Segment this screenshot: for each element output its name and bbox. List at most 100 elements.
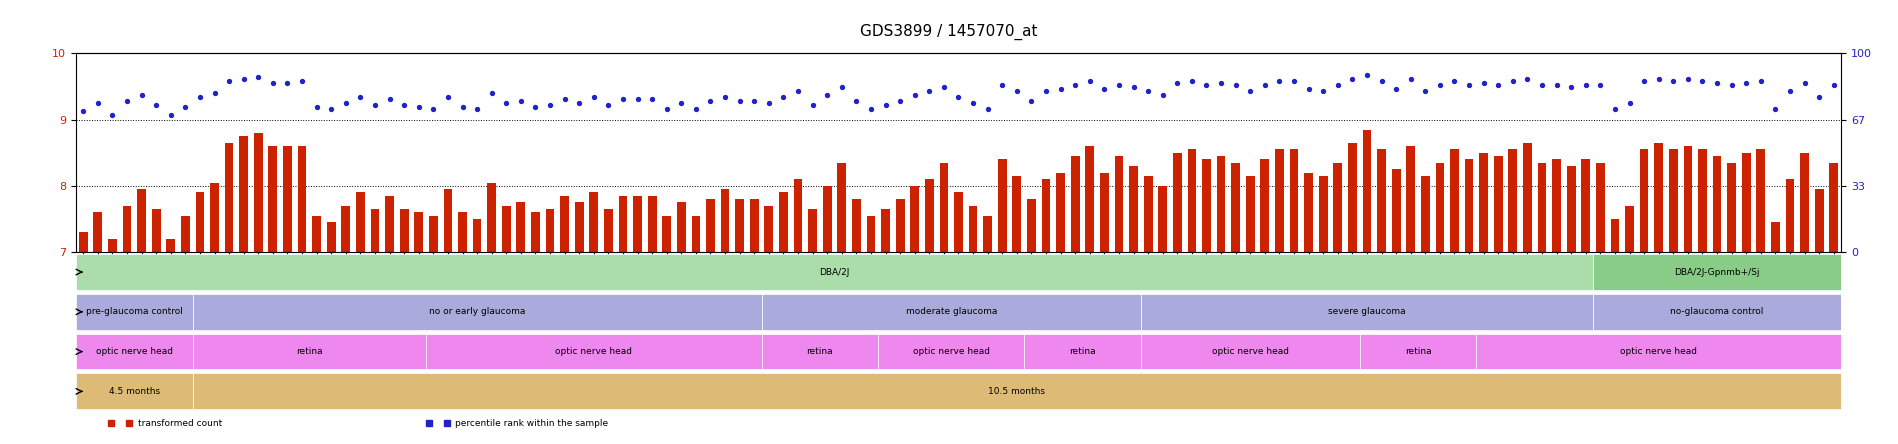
Point	[476, 90, 507, 97]
Bar	[298, 146, 306, 252]
Bar	[1348, 143, 1357, 252]
Bar	[1494, 156, 1503, 252]
Text: transformed count: transformed count	[139, 419, 222, 428]
Bar	[1611, 219, 1619, 252]
Bar	[429, 216, 438, 252]
Bar	[1786, 179, 1794, 252]
Bar	[619, 196, 628, 252]
Point	[1089, 86, 1120, 93]
Point	[520, 103, 550, 111]
Point	[987, 82, 1017, 89]
Bar	[1232, 163, 1239, 252]
Bar	[400, 209, 408, 252]
FancyBboxPatch shape	[1141, 294, 1592, 330]
Point	[345, 94, 376, 101]
Bar	[167, 239, 175, 252]
Bar	[1450, 149, 1460, 252]
Point	[1803, 94, 1833, 101]
Bar	[357, 193, 364, 252]
Point	[228, 75, 258, 83]
Bar	[983, 216, 993, 252]
Point	[1118, 83, 1148, 91]
Point	[1192, 82, 1222, 89]
Bar	[1771, 222, 1780, 252]
Point	[884, 97, 915, 104]
Point	[681, 105, 712, 112]
Bar	[195, 193, 205, 252]
Point	[1395, 75, 1425, 83]
Point	[1439, 78, 1469, 85]
Bar	[1391, 169, 1401, 252]
FancyBboxPatch shape	[76, 294, 192, 330]
Bar	[313, 216, 321, 252]
Point	[1659, 78, 1689, 85]
Bar	[531, 212, 539, 252]
Point	[710, 94, 740, 101]
Point	[1746, 78, 1777, 85]
Point	[1162, 79, 1192, 87]
Point	[389, 101, 419, 108]
Point	[725, 97, 755, 104]
Point	[1205, 79, 1236, 87]
Bar	[968, 206, 977, 252]
FancyBboxPatch shape	[761, 294, 1141, 330]
Bar	[1260, 159, 1270, 252]
Bar	[180, 216, 190, 252]
Bar	[634, 196, 642, 252]
Point	[1236, 87, 1266, 95]
Text: DBA/2J: DBA/2J	[820, 268, 850, 277]
Point	[374, 95, 404, 103]
Text: optic nerve head: optic nerve head	[913, 347, 989, 356]
Bar	[385, 196, 395, 252]
Point	[1323, 82, 1353, 89]
Point	[1031, 87, 1061, 95]
Point	[1526, 82, 1556, 89]
Bar	[1742, 153, 1750, 252]
Bar	[647, 196, 657, 252]
Bar	[326, 222, 336, 252]
Point	[594, 101, 624, 108]
Point	[1703, 79, 1733, 87]
Point	[418, 105, 448, 112]
Bar	[1537, 163, 1547, 252]
Point	[330, 99, 361, 107]
Bar	[1522, 143, 1532, 252]
Bar	[93, 212, 102, 252]
Point	[1059, 82, 1089, 89]
Bar	[254, 133, 262, 252]
Point	[797, 101, 828, 108]
Bar	[1334, 163, 1342, 252]
Point	[1074, 78, 1105, 85]
Point	[184, 94, 214, 101]
Point	[127, 91, 158, 99]
Bar	[80, 232, 87, 252]
Bar	[211, 182, 218, 252]
Bar	[750, 199, 759, 252]
Text: pre-glaucoma control: pre-glaucoma control	[85, 307, 182, 316]
Point	[841, 97, 871, 104]
Point	[404, 103, 435, 111]
Bar	[1727, 163, 1737, 252]
Bar	[1188, 149, 1196, 252]
Bar	[1799, 153, 1809, 252]
FancyBboxPatch shape	[192, 373, 1841, 409]
Text: GDS3899 / 1457070_at: GDS3899 / 1457070_at	[860, 24, 1038, 40]
Point	[1279, 78, 1310, 85]
Text: optic nerve head: optic nerve head	[95, 347, 173, 356]
Bar	[852, 199, 862, 252]
Text: retina: retina	[807, 347, 833, 356]
Bar	[1055, 173, 1065, 252]
Point	[1264, 78, 1294, 85]
Point	[1716, 82, 1746, 89]
Bar	[560, 196, 569, 252]
Point	[505, 97, 535, 104]
Point	[1293, 86, 1323, 93]
Bar	[457, 212, 467, 252]
Bar	[1668, 149, 1678, 252]
Point	[1367, 78, 1397, 85]
FancyBboxPatch shape	[192, 334, 425, 369]
Bar	[414, 212, 423, 252]
Bar	[1509, 149, 1517, 252]
Bar	[268, 146, 277, 252]
Point	[1687, 78, 1718, 85]
